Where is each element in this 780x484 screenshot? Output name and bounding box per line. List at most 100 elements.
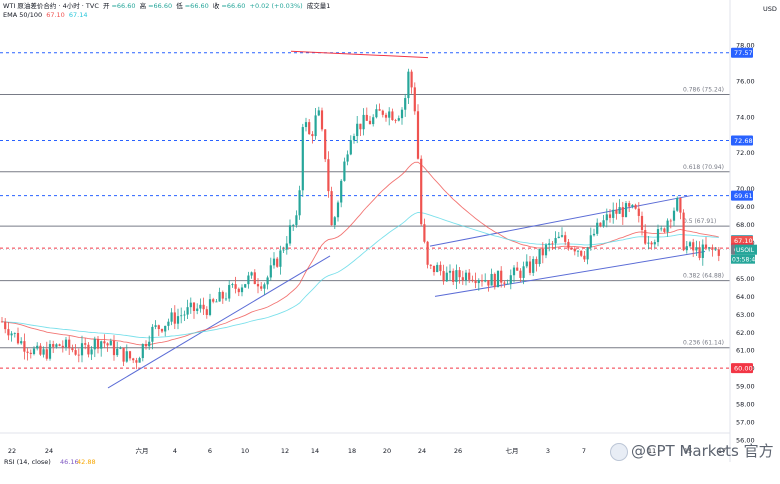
candle-body: [96, 338, 100, 349]
candle-body: [244, 284, 247, 288]
candle-body: [320, 110, 324, 130]
trendlines: [107, 50, 706, 389]
candle-body: [420, 158, 423, 225]
candle-body: [375, 109, 378, 118]
candle-body: [468, 272, 471, 280]
candle-body: [237, 288, 240, 293]
symbol-title[interactable]: WTI 原油差价合约 · 4小时 · TVC: [3, 2, 99, 10]
candle-body: [685, 246, 688, 251]
candle-body: [455, 270, 458, 282]
candle-body: [445, 272, 448, 282]
price-tag: [731, 135, 753, 146]
candle-body: [580, 250, 583, 256]
time-tick-label: 4: [173, 447, 177, 455]
ema50-value: 67.10: [46, 11, 65, 19]
volume-label: 成交量1: [306, 2, 331, 10]
candle-body: [7, 329, 10, 336]
ema-label[interactable]: EMA 50/100: [3, 11, 43, 19]
candle-body: [196, 308, 199, 311]
candle-body: [218, 291, 221, 302]
candle-body: [154, 325, 157, 327]
candles: [0, 68, 720, 370]
candle-body: [388, 111, 391, 118]
watermark: @CPT Markets 官方: [610, 440, 774, 461]
candle-body: [48, 344, 52, 359]
candle-body: [644, 230, 647, 244]
candle-body: [634, 204, 637, 209]
candle-body: [365, 114, 368, 121]
candle-body: [138, 358, 141, 363]
candle-body: [176, 316, 180, 324]
candle-body: [381, 110, 384, 115]
candle-body: [4, 321, 7, 330]
candle-body: [631, 204, 634, 207]
candle-body: [279, 250, 282, 267]
candle-body: [605, 214, 608, 221]
price-tick-label: 62.00: [736, 329, 755, 337]
candle-body: [570, 248, 573, 250]
candle-body: [621, 207, 624, 218]
ema100-line: [1, 212, 719, 339]
channel-upper-line: [429, 195, 691, 247]
candle-body: [42, 349, 45, 355]
candle-body: [557, 236, 560, 239]
candle-body: [484, 280, 487, 282]
candle-body: [439, 264, 442, 272]
candle-body: [583, 255, 586, 260]
candle-body: [317, 110, 320, 116]
candle-body: [548, 243, 551, 245]
price-tag: [731, 363, 753, 374]
candle-body: [304, 122, 308, 128]
candle-body: [624, 203, 628, 218]
candle-body: [416, 111, 420, 159]
low-label: 低: [176, 2, 183, 10]
candle-body: [503, 282, 506, 284]
candle-body: [650, 242, 653, 245]
candle-body: [128, 351, 132, 359]
candle-body: [576, 250, 580, 252]
candle-body: [509, 275, 512, 284]
candle-body: [106, 343, 109, 346]
candle-body: [26, 351, 29, 353]
candle-body: [292, 224, 295, 226]
candle-body: [516, 267, 519, 271]
candle-body: [525, 261, 528, 267]
candle-body: [276, 258, 279, 267]
candle-body: [212, 299, 215, 302]
candle-body: [362, 114, 365, 130]
price-tag-label: 60.00: [734, 365, 753, 373]
time-tick-label: 11: [648, 447, 656, 455]
candle-body: [429, 264, 432, 266]
candle-body: [448, 270, 452, 273]
candle-body: [589, 235, 592, 248]
candle-body: [343, 161, 346, 181]
candle-body: [698, 247, 701, 258]
candle-body: [474, 280, 477, 284]
price-tick-label: 61.00: [736, 347, 755, 355]
candle-body: [247, 275, 250, 285]
candle-body: [52, 344, 55, 347]
candle-body: [567, 241, 570, 249]
candle-body: [68, 339, 71, 349]
candle-body: [272, 258, 276, 266]
candle-body: [324, 129, 327, 160]
close-label: 收: [212, 2, 220, 10]
candle-body: [384, 114, 388, 118]
candle-body: [183, 314, 186, 316]
candle-body: [93, 338, 96, 350]
candle-body: [676, 198, 679, 211]
price-tag-label: 72.68: [734, 137, 753, 145]
high-label: 高: [139, 2, 147, 10]
candle-body: [103, 341, 106, 344]
fib-level-label: 0.786 (75.24): [683, 87, 724, 94]
candle-body: [20, 341, 23, 344]
candle-body: [112, 340, 116, 356]
candle-body: [285, 243, 288, 250]
candle-body: [711, 247, 714, 250]
candle-body: [330, 191, 333, 226]
candle-body: [135, 360, 138, 363]
candle-body: [160, 329, 164, 332]
candle-body: [612, 209, 615, 218]
candle-body: [192, 302, 196, 311]
